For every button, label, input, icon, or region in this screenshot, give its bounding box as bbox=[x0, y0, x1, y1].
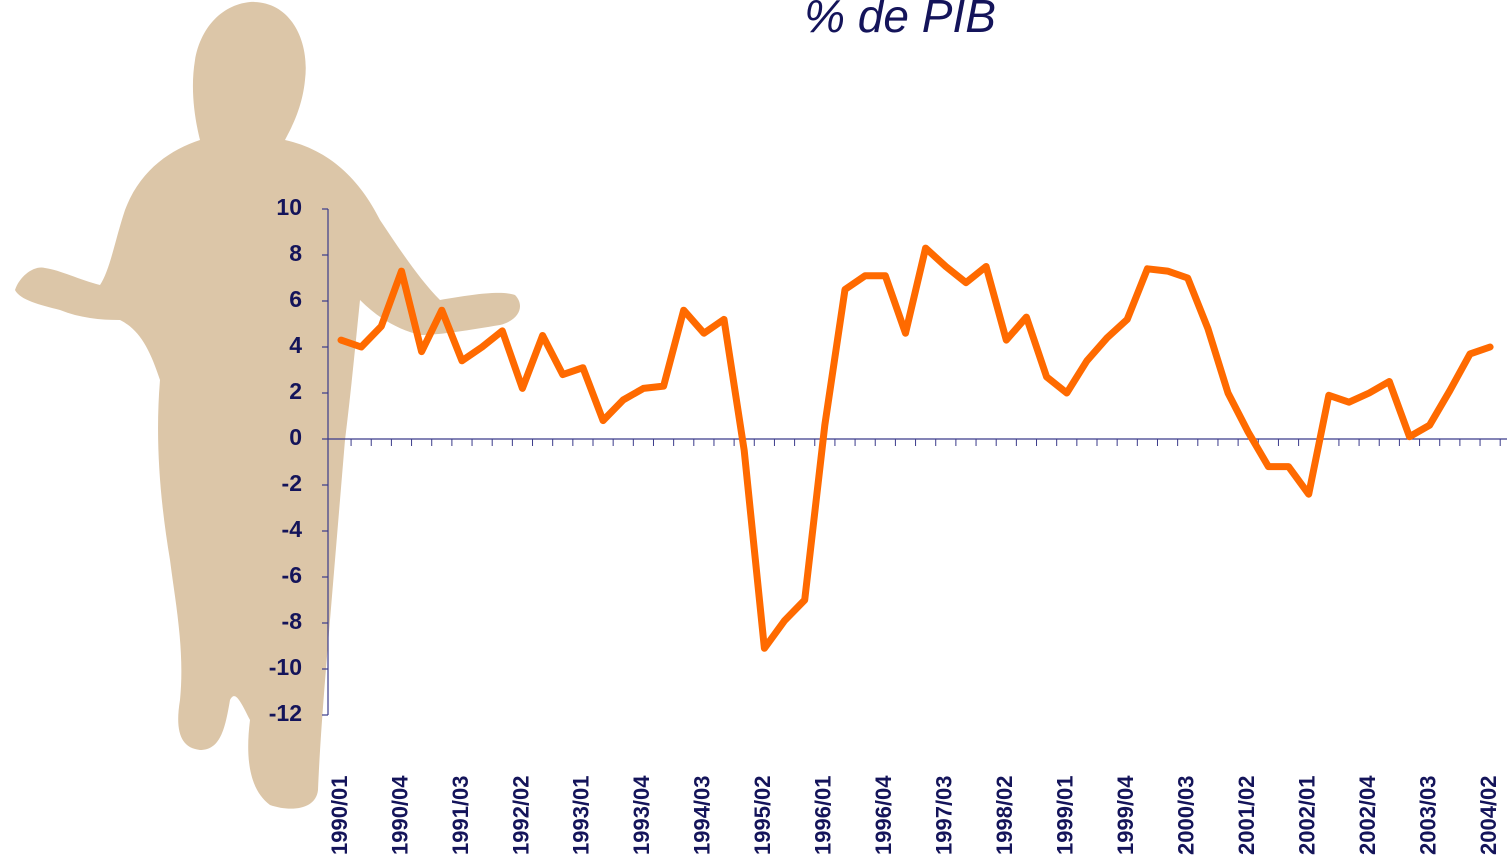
y-tick-label: -12 bbox=[269, 700, 302, 726]
chart-title: % de PIB bbox=[804, 0, 996, 42]
y-tick-label: 4 bbox=[289, 332, 302, 358]
y-tick-label: 2 bbox=[289, 378, 302, 404]
x-tick-label: 1998/02 bbox=[992, 775, 1017, 855]
x-tick-label: 1999/04 bbox=[1113, 775, 1138, 855]
y-tick-label: 6 bbox=[289, 286, 302, 312]
x-tick-label: 1994/03 bbox=[690, 775, 715, 855]
y-tick-label: -10 bbox=[269, 654, 302, 680]
y-tick-label: 0 bbox=[289, 424, 302, 450]
x-tick-label: 1991/03 bbox=[448, 775, 473, 855]
x-tick-label: 1995/02 bbox=[750, 775, 775, 855]
x-tick-label: 1993/04 bbox=[629, 775, 654, 855]
y-tick-label: 10 bbox=[276, 194, 302, 220]
y-tick-label: -4 bbox=[282, 516, 303, 542]
x-tick-label: 1997/03 bbox=[932, 775, 957, 855]
x-tick-label: 1990/01 bbox=[327, 775, 352, 855]
x-tick-label: 2001/02 bbox=[1234, 775, 1259, 855]
x-tick-label: 1990/04 bbox=[387, 775, 412, 855]
y-tick-label: -2 bbox=[282, 470, 302, 496]
x-tick-label: 2003/03 bbox=[1415, 775, 1440, 855]
y-tick-label: 8 bbox=[289, 240, 302, 266]
x-tick-label: 2002/01 bbox=[1294, 775, 1319, 855]
silhouette bbox=[15, 1, 520, 809]
x-tick-label: 2000/03 bbox=[1174, 775, 1199, 855]
x-tick-label: 1992/02 bbox=[508, 775, 533, 855]
data-line bbox=[337, 244, 1494, 652]
y-tick-label: -8 bbox=[282, 608, 303, 634]
x-tick-label: 1996/04 bbox=[871, 775, 896, 855]
x-tick-label: 1993/01 bbox=[569, 775, 594, 855]
x-tick-label: 2002/04 bbox=[1355, 775, 1380, 855]
x-tick-label: 1999/01 bbox=[1053, 775, 1078, 855]
y-tick-label: -6 bbox=[282, 562, 302, 588]
x-tick-label: 2004/02 bbox=[1476, 775, 1501, 855]
x-tick-label: 1996/01 bbox=[811, 775, 836, 855]
